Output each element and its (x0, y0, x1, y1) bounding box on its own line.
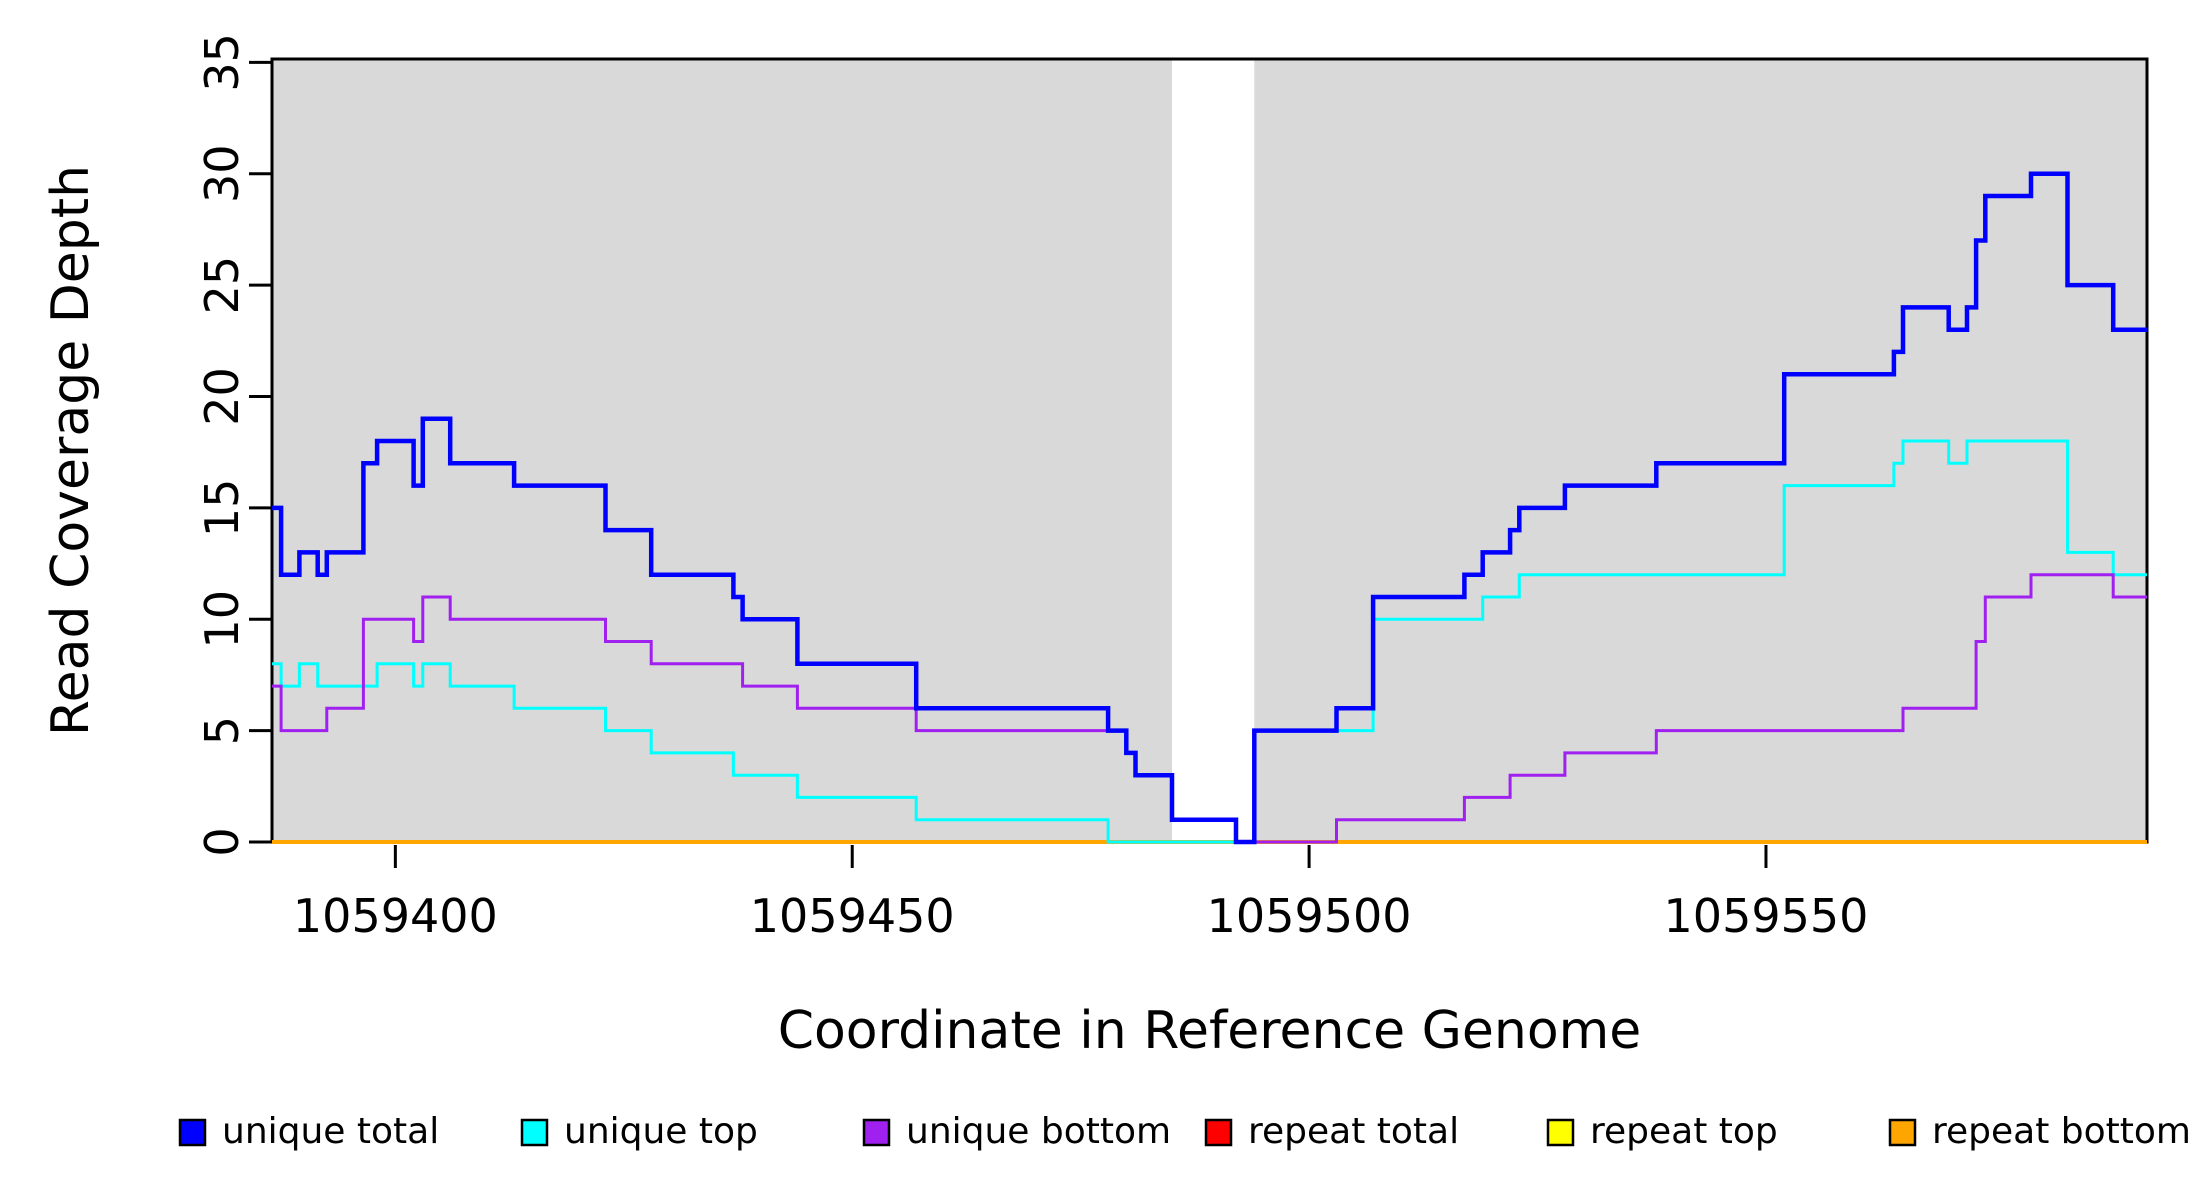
x-tick-label: 1059400 (293, 889, 498, 943)
y-tick-label: 30 (195, 144, 249, 203)
y-tick-label: 15 (195, 479, 249, 538)
y-tick-label: 10 (195, 590, 249, 649)
legend-swatch-unique-bottom (862, 1118, 891, 1147)
y-tick-label: 35 (195, 33, 249, 92)
y-axis-title: Read Coverage Depth (41, 165, 101, 736)
y-tick-label: 20 (195, 367, 249, 426)
legend-label: unique total (222, 1111, 439, 1152)
legend-label: repeat top (1590, 1111, 1778, 1152)
legend-swatch-repeat-top (1546, 1118, 1575, 1147)
shaded-region-right (1254, 59, 2147, 842)
legend-swatch-unique-total (178, 1118, 207, 1147)
legend-swatch-unique-top (520, 1118, 549, 1147)
legend-label: unique bottom (906, 1111, 1171, 1152)
legend-item-unique-bottom: unique bottom (862, 1111, 1171, 1152)
y-tick-label: 5 (195, 716, 249, 745)
legend-swatch-repeat-total (1204, 1118, 1233, 1147)
x-tick-label: 1059550 (1664, 889, 1869, 943)
legend-item-repeat-top: repeat top (1546, 1111, 1778, 1152)
x-tick-label: 1059500 (1207, 889, 1412, 943)
legend-item-unique-total: unique total (178, 1111, 439, 1152)
legend-item-unique-top: unique top (520, 1111, 758, 1152)
legend-label: unique top (564, 1111, 758, 1152)
legend-item-repeat-total: repeat total (1204, 1111, 1459, 1152)
legend-item-repeat-bottom: repeat bottom (1888, 1111, 2191, 1152)
series-unique-top (272, 439, 2147, 844)
legend-swatch-repeat-bottom (1888, 1118, 1917, 1147)
legend-label: repeat total (1248, 1111, 1459, 1152)
x-axis-title: Coordinate in Reference Genome (778, 1001, 1642, 1061)
x-tick-label: 1059450 (750, 889, 955, 943)
legend-label: repeat bottom (1932, 1111, 2191, 1152)
y-tick-label: 25 (195, 256, 249, 315)
series-unique-total (272, 171, 2147, 845)
shaded-region-left (272, 59, 1173, 842)
y-tick-label: 0 (195, 827, 249, 856)
